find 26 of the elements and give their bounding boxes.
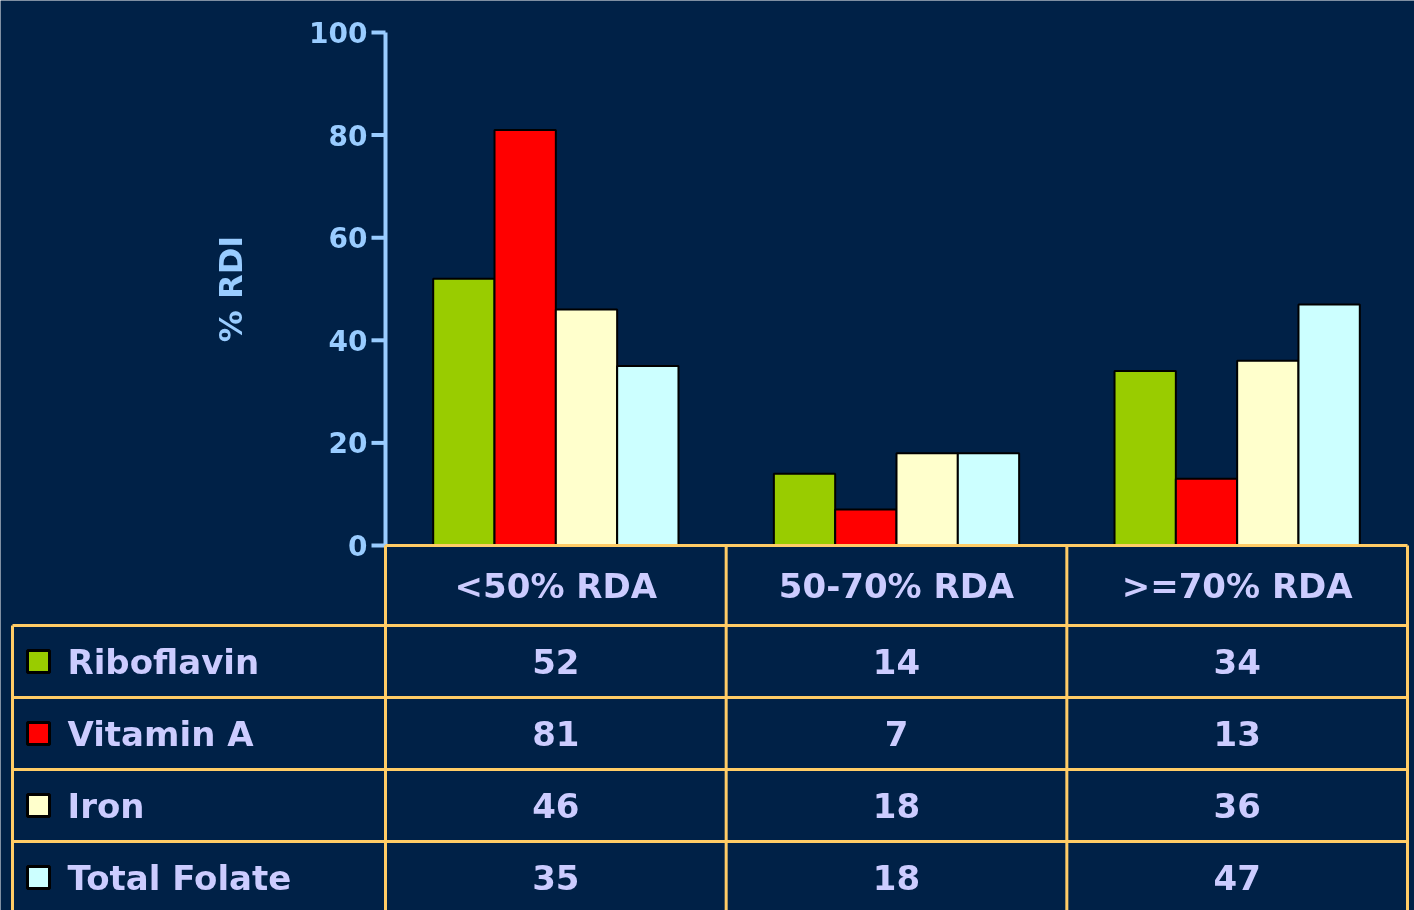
data-label: 14 <box>872 642 921 682</box>
y-tick-label: 60 <box>328 222 368 256</box>
x-tick-label: >=70% RDA <box>1121 565 1354 606</box>
legend-label: Vitamin A <box>67 713 255 754</box>
y-axis-title: % RDI <box>211 235 250 343</box>
y-tick-label: 40 <box>328 324 368 358</box>
y-tick-label: 100 <box>309 17 368 50</box>
y-tick-label: 0 <box>348 530 368 563</box>
data-label: 35 <box>532 858 580 898</box>
data-label: 46 <box>532 786 580 826</box>
data-label: 47 <box>1213 858 1261 898</box>
x-tick-label: 50-70% RDA <box>778 565 1015 606</box>
legend-label: Total Folate <box>67 857 292 898</box>
data-label: 18 <box>872 858 921 898</box>
y-tick-label: 80 <box>328 119 368 153</box>
data-label: 13 <box>1213 714 1261 754</box>
x-tick-label: <50% RDA <box>454 565 658 606</box>
y-tick-label: 20 <box>328 427 368 461</box>
data-label: 7 <box>884 714 909 754</box>
data-label: 52 <box>532 642 580 682</box>
legend-label: Iron <box>67 785 145 826</box>
data-label: 81 <box>532 714 580 754</box>
legend-label: Riboflavin <box>67 641 260 682</box>
data-label: 18 <box>872 786 921 826</box>
data-label: 34 <box>1213 642 1261 682</box>
data-label: 36 <box>1213 786 1261 826</box>
